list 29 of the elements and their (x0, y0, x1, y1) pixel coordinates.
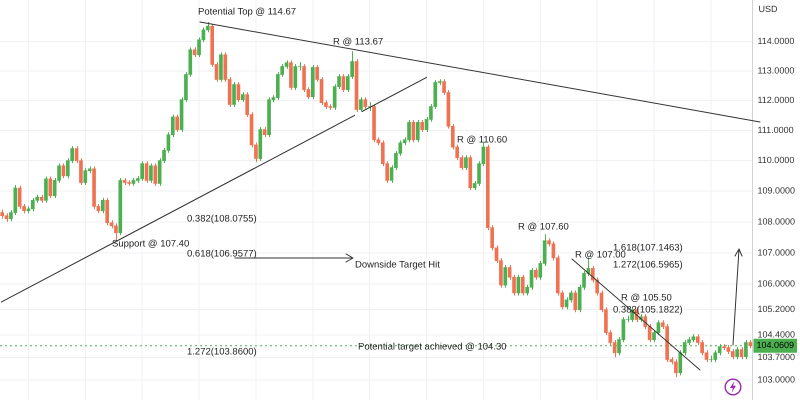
annotation: Potential target achieved @ 104.30 (358, 342, 507, 353)
y-tick-label: 104.4000 (757, 329, 796, 340)
y-tick-label: 108.0000 (757, 216, 796, 226)
candlestick (127, 180, 131, 186)
y-tick-label: 103.7000 (757, 352, 796, 362)
annotation: 1.272(106.5965) (613, 260, 683, 271)
ref-line-label: 104.0609 (756, 340, 794, 350)
y-tick-label: 113.0000 (757, 65, 794, 76)
annotation: R @ 105.50 (621, 292, 672, 304)
y-axis-title: USD (758, 4, 778, 14)
y-tick-label: 103.0000 (757, 374, 796, 384)
annotation: R @ 110.60 (457, 134, 508, 146)
annotation: Downside Target Hit (355, 260, 440, 271)
annotation: Support @ 107.40 (112, 238, 190, 250)
annotation: R @ 107.60 (518, 222, 569, 233)
y-tick-label: 110.0000 (757, 155, 794, 166)
y-tick-label: 112.0000 (757, 95, 794, 106)
y-tick-label: 105.2000 (757, 304, 796, 314)
annotation: Potential Top @ 114.67 (198, 6, 296, 18)
annotation: 1.272(103.8600) (187, 346, 257, 358)
y-tick-label: 111.0000 (757, 124, 794, 135)
y-tick-label: 109.0000 (757, 186, 796, 196)
y-tick-label: 106.0000 (757, 278, 796, 289)
candlestick (709, 355, 713, 363)
annotation: 0.618(106.9577) (187, 248, 257, 260)
annotation: R @ 113.67 (333, 36, 384, 48)
annotation: 0.382(108.0755) (187, 214, 257, 225)
y-tick-label: 107.0000 (757, 247, 796, 258)
y-tick-label: 114.0000 (757, 36, 794, 46)
